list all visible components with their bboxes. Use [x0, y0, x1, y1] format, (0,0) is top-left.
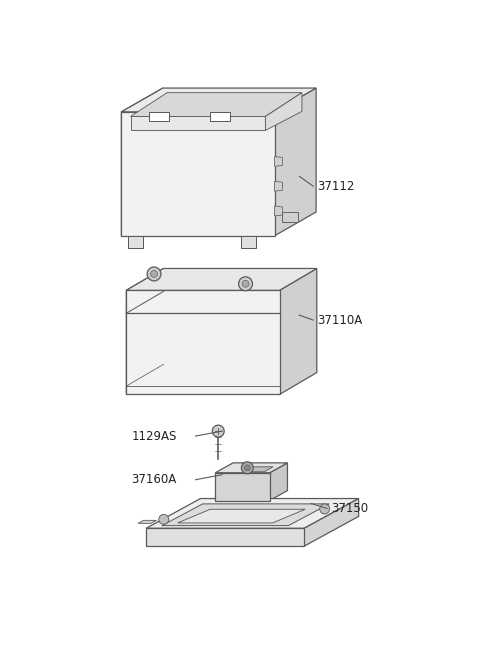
Polygon shape [128, 236, 143, 248]
Polygon shape [275, 88, 316, 236]
Text: 37150: 37150 [331, 502, 368, 515]
Polygon shape [275, 157, 283, 166]
Polygon shape [216, 463, 288, 473]
Polygon shape [121, 88, 163, 236]
Polygon shape [162, 504, 329, 525]
Polygon shape [216, 473, 270, 500]
Polygon shape [241, 236, 256, 248]
Polygon shape [121, 88, 316, 112]
Circle shape [239, 277, 252, 291]
Circle shape [244, 465, 250, 471]
Polygon shape [304, 498, 359, 546]
Circle shape [241, 462, 253, 474]
Polygon shape [279, 269, 317, 394]
Text: 1129AS: 1129AS [131, 430, 177, 443]
Polygon shape [275, 181, 283, 191]
Polygon shape [121, 112, 275, 236]
Polygon shape [265, 92, 302, 130]
Polygon shape [245, 467, 273, 472]
Text: 37112: 37112 [317, 179, 354, 193]
Polygon shape [126, 269, 317, 290]
Polygon shape [270, 463, 288, 500]
Polygon shape [126, 269, 164, 394]
Polygon shape [169, 212, 184, 222]
Polygon shape [131, 117, 265, 130]
Polygon shape [275, 206, 283, 216]
Text: 37160A: 37160A [131, 473, 177, 486]
Circle shape [242, 280, 249, 288]
Polygon shape [146, 529, 304, 546]
Text: 37110A: 37110A [317, 314, 362, 327]
Polygon shape [178, 509, 305, 523]
Polygon shape [149, 112, 169, 121]
Polygon shape [138, 520, 156, 523]
Polygon shape [126, 290, 279, 394]
Polygon shape [146, 498, 359, 529]
Circle shape [151, 271, 157, 278]
Circle shape [147, 267, 161, 281]
Polygon shape [131, 92, 302, 117]
Circle shape [212, 425, 224, 437]
Polygon shape [282, 212, 298, 222]
Polygon shape [210, 112, 230, 121]
Circle shape [320, 504, 330, 514]
Circle shape [159, 514, 168, 524]
